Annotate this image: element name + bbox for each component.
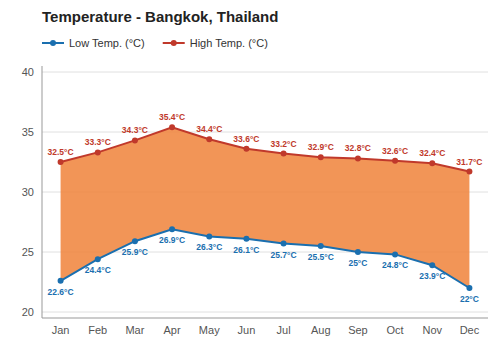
series-marker: [392, 158, 398, 164]
series-marker: [466, 169, 472, 175]
x-axis-line: [42, 318, 488, 319]
series-marker: [169, 124, 175, 130]
x-tick-label: Dec: [460, 324, 480, 336]
chart: Temperature - Bangkok, Thailand Low Temp.…: [0, 0, 500, 350]
data-label: 24.4°C: [85, 265, 111, 275]
data-label: 33.2°C: [271, 139, 297, 149]
data-label: 25.9°C: [122, 247, 148, 257]
data-label: 22°C: [460, 294, 479, 304]
grid-line: [42, 132, 488, 133]
x-tick-label: Nov: [422, 324, 442, 336]
series-marker: [281, 241, 287, 247]
series-marker: [58, 159, 64, 165]
data-label: 34.3°C: [122, 125, 148, 135]
legend: Low Temp. (°C) High Temp. (°C): [42, 37, 268, 49]
series-marker: [466, 285, 472, 291]
range-area: [61, 127, 470, 288]
series-marker: [355, 249, 361, 255]
legend-marker: [171, 40, 177, 46]
x-tick-label: Mar: [125, 324, 144, 336]
data-label: 24.8°C: [382, 260, 408, 270]
y-tick-label: 40: [22, 66, 34, 78]
x-tick-label: Oct: [387, 324, 404, 336]
data-label: 23.9°C: [419, 271, 445, 281]
data-label: 25.7°C: [271, 250, 297, 260]
x-axis: Jan Feb Mar Apr May Jun Jul Aug Sep Oct Nov Dec: [52, 324, 480, 336]
x-tick-label: Jan: [52, 324, 70, 336]
series-marker: [206, 233, 212, 239]
data-label: 35.4°C: [159, 112, 185, 122]
data-label: 32.4°C: [419, 148, 445, 158]
series-marker: [318, 243, 324, 249]
x-tick-label: Sep: [348, 324, 368, 336]
y-tick-label: 30: [22, 186, 34, 198]
data-labels: 22.6°C 24.4°C 25.9°C 26.9°C 26.3°C 26.1°C 25.7…: [48, 112, 483, 304]
series-marker: [281, 151, 287, 157]
y-tick-label: 35: [22, 126, 34, 138]
x-tick-label: Jun: [238, 324, 256, 336]
series-marker: [355, 155, 361, 161]
series-marker: [132, 238, 138, 244]
grid-line: [42, 72, 488, 73]
plot-area: [58, 124, 473, 291]
legend-label: High Temp. (°C): [190, 37, 268, 49]
data-label: 26.1°C: [233, 245, 259, 255]
series-marker: [58, 278, 64, 284]
grid-line: [42, 312, 488, 313]
data-label: 33.6°C: [233, 134, 259, 144]
series-marker: [243, 236, 249, 242]
data-label: 22.6°C: [48, 287, 74, 297]
series-marker: [318, 154, 324, 160]
data-label: 26.9°C: [159, 235, 185, 245]
x-tick-label: Aug: [311, 324, 331, 336]
y-tick-label: 25: [22, 246, 34, 258]
series-marker: [429, 160, 435, 166]
data-label: 25°C: [348, 258, 367, 268]
chart-container: Temperature - Bangkok, Thailand Low Temp.…: [0, 0, 500, 350]
legend-marker: [50, 40, 56, 46]
data-label: 32.6°C: [382, 146, 408, 156]
x-tick-label: Jul: [277, 324, 291, 336]
series-marker: [132, 137, 138, 143]
series-marker: [95, 256, 101, 262]
data-label: 26.3°C: [196, 242, 222, 252]
series-marker: [95, 149, 101, 155]
data-label: 34.4°C: [196, 124, 222, 134]
y-tick-label: 20: [22, 306, 34, 318]
series-marker: [243, 146, 249, 152]
legend-label: Low Temp. (°C): [69, 37, 145, 49]
data-label: 32.8°C: [345, 143, 371, 153]
series-marker: [206, 136, 212, 142]
y-axis: 20 25 30 35 40: [22, 66, 488, 318]
data-label: 32.5°C: [48, 147, 74, 157]
x-tick-label: May: [199, 324, 220, 336]
x-tick-label: Apr: [164, 324, 181, 336]
series-line: [61, 229, 470, 288]
data-label: 31.7°C: [456, 157, 482, 167]
x-tick-label: Feb: [88, 324, 107, 336]
series-marker: [169, 226, 175, 232]
data-label: 32.9°C: [308, 142, 334, 152]
series-marker: [392, 251, 398, 257]
data-label: 25.5°C: [308, 252, 334, 262]
data-label: 33.3°C: [85, 137, 111, 147]
title: Temperature - Bangkok, Thailand: [42, 8, 278, 25]
y-axis-line: [42, 66, 43, 318]
series-marker: [429, 262, 435, 268]
